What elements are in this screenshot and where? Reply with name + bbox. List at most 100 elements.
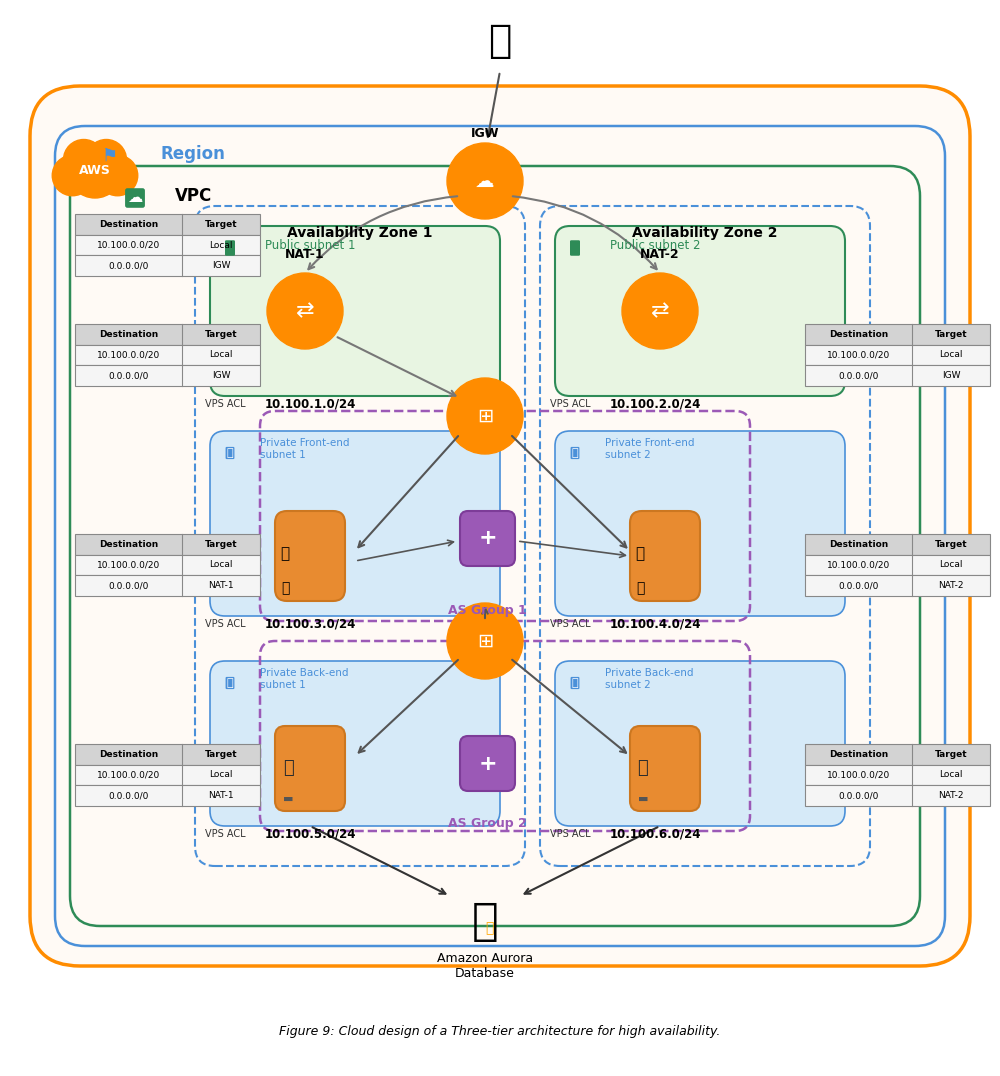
- Text: 10.100.2.0/24: 10.100.2.0/24: [610, 397, 701, 411]
- Text: Availability Zone 2: Availability Zone 2: [632, 226, 778, 240]
- Circle shape: [622, 273, 698, 349]
- Text: Private Back-end
subnet 1: Private Back-end subnet 1: [260, 668, 349, 690]
- Text: Region: Region: [160, 145, 225, 162]
- Text: 🔒: 🔒: [226, 241, 234, 255]
- FancyBboxPatch shape: [30, 86, 970, 966]
- Text: Destination: Destination: [829, 330, 888, 339]
- Text: Local: Local: [939, 351, 963, 359]
- Text: Amazon Aurora
Database: Amazon Aurora Database: [437, 952, 533, 980]
- Text: 📱: 📱: [280, 547, 290, 562]
- Text: 0.0.0.0/0: 0.0.0.0/0: [838, 581, 879, 590]
- FancyBboxPatch shape: [75, 344, 260, 366]
- FancyBboxPatch shape: [555, 431, 845, 615]
- FancyBboxPatch shape: [805, 534, 990, 554]
- Text: VPS ACL: VPS ACL: [205, 399, 246, 409]
- Text: Availability Zone 1: Availability Zone 1: [287, 226, 433, 240]
- Text: Private Front-end
subnet 2: Private Front-end subnet 2: [605, 438, 694, 459]
- FancyBboxPatch shape: [555, 661, 845, 826]
- Text: NAT-2: NAT-2: [640, 247, 680, 261]
- Text: 🔒: 🔒: [572, 448, 578, 458]
- Text: Target: Target: [205, 330, 237, 339]
- Text: 🔒: 🔒: [571, 241, 579, 255]
- Text: Public subnet 2: Public subnet 2: [610, 240, 700, 253]
- Text: Destination: Destination: [99, 220, 158, 229]
- FancyBboxPatch shape: [805, 785, 990, 806]
- Text: 0.0.0.0/0: 0.0.0.0/0: [108, 791, 149, 801]
- FancyBboxPatch shape: [805, 554, 990, 576]
- FancyBboxPatch shape: [75, 765, 260, 785]
- Text: NAT-2: NAT-2: [938, 791, 964, 801]
- FancyBboxPatch shape: [275, 726, 345, 811]
- Text: 10.100.3.0/24: 10.100.3.0/24: [265, 618, 356, 631]
- FancyBboxPatch shape: [75, 785, 260, 806]
- Text: IGW: IGW: [212, 261, 230, 270]
- FancyBboxPatch shape: [460, 736, 515, 791]
- FancyBboxPatch shape: [210, 226, 500, 396]
- Text: 10.100.4.0/24: 10.100.4.0/24: [610, 618, 702, 631]
- FancyBboxPatch shape: [805, 366, 990, 386]
- Text: VPS ACL: VPS ACL: [550, 619, 591, 629]
- Text: 10.100.0.0/20: 10.100.0.0/20: [94, 217, 176, 230]
- Text: Destination: Destination: [99, 750, 158, 759]
- Text: AS Group 1: AS Group 1: [448, 605, 527, 618]
- Text: 10.100.0.0/20: 10.100.0.0/20: [827, 770, 890, 779]
- Text: ⬛: ⬛: [638, 759, 648, 777]
- FancyBboxPatch shape: [805, 765, 990, 785]
- Text: 0.0.0.0/0: 0.0.0.0/0: [108, 581, 149, 590]
- Text: Local: Local: [939, 770, 963, 779]
- Circle shape: [447, 378, 523, 454]
- Text: NAT-1: NAT-1: [208, 791, 234, 801]
- Text: Target: Target: [935, 750, 967, 759]
- Text: Target: Target: [935, 540, 967, 549]
- Text: 0.0.0.0/0: 0.0.0.0/0: [838, 371, 879, 380]
- FancyBboxPatch shape: [805, 344, 990, 366]
- FancyBboxPatch shape: [805, 576, 990, 596]
- Text: Private Front-end
subnet 1: Private Front-end subnet 1: [260, 438, 350, 459]
- Circle shape: [97, 155, 138, 196]
- Text: Local: Local: [209, 561, 233, 569]
- FancyBboxPatch shape: [75, 366, 260, 386]
- Text: 0.0.0.0/0: 0.0.0.0/0: [838, 791, 879, 801]
- Text: VPS ACL: VPS ACL: [205, 619, 246, 629]
- Text: 📱: 📱: [635, 547, 645, 562]
- Text: ▬: ▬: [283, 794, 293, 804]
- Text: IGW: IGW: [471, 127, 499, 141]
- Text: 0.0.0.0/0: 0.0.0.0/0: [108, 371, 149, 380]
- Text: 10.100.0.0/20: 10.100.0.0/20: [97, 241, 160, 250]
- Text: ⊞: ⊞: [477, 632, 493, 651]
- FancyBboxPatch shape: [555, 226, 845, 396]
- FancyBboxPatch shape: [275, 511, 345, 601]
- Text: AS Group 2: AS Group 2: [448, 818, 527, 831]
- FancyBboxPatch shape: [75, 744, 260, 765]
- FancyBboxPatch shape: [630, 511, 700, 601]
- Circle shape: [267, 273, 343, 349]
- Text: 10.100.0.0/20: 10.100.0.0/20: [97, 770, 160, 779]
- Text: Destination: Destination: [829, 750, 888, 759]
- Text: 10.100.0.0/20: 10.100.0.0/20: [97, 351, 160, 359]
- Text: ⬛: ⬛: [283, 759, 293, 777]
- Text: Destination: Destination: [99, 330, 158, 339]
- Text: Local: Local: [209, 241, 233, 250]
- Text: 🔒: 🔒: [572, 678, 578, 688]
- FancyBboxPatch shape: [805, 324, 990, 344]
- FancyBboxPatch shape: [630, 726, 700, 811]
- Text: 10.100.1.0/24: 10.100.1.0/24: [265, 397, 356, 411]
- FancyBboxPatch shape: [75, 324, 260, 344]
- FancyBboxPatch shape: [75, 255, 260, 277]
- FancyBboxPatch shape: [75, 214, 260, 235]
- Text: Local: Local: [939, 561, 963, 569]
- FancyBboxPatch shape: [460, 511, 515, 566]
- Text: NAT-1: NAT-1: [208, 581, 234, 590]
- Text: NAT-1: NAT-1: [285, 247, 325, 261]
- Text: ⇄: ⇄: [296, 301, 314, 321]
- Text: Target: Target: [935, 330, 967, 339]
- Text: NAT-2: NAT-2: [938, 581, 964, 590]
- FancyBboxPatch shape: [75, 576, 260, 596]
- Text: AWS: AWS: [79, 165, 111, 178]
- Text: ☁: ☁: [475, 171, 495, 190]
- Text: ✨: ✨: [485, 921, 493, 935]
- Text: Destination: Destination: [99, 540, 158, 549]
- FancyBboxPatch shape: [75, 235, 260, 255]
- FancyBboxPatch shape: [75, 534, 260, 554]
- Text: 🖥: 🖥: [488, 22, 512, 60]
